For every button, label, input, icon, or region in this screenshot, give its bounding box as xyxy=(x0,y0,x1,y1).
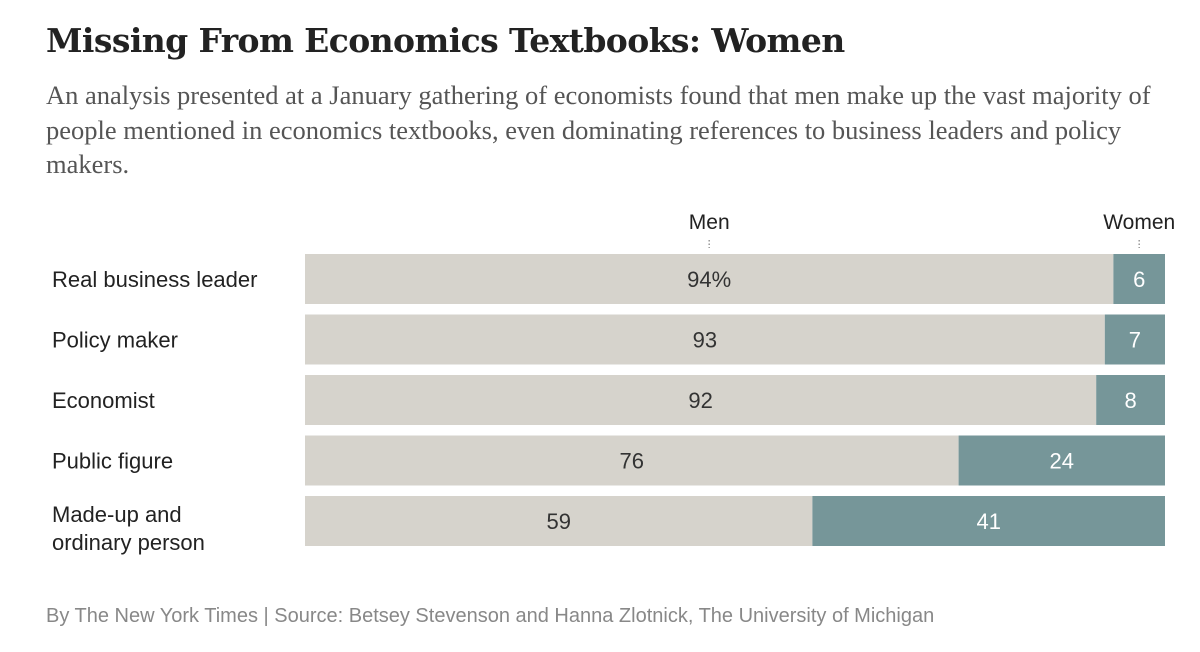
men-bar xyxy=(305,375,1097,425)
women-bar xyxy=(812,496,1165,546)
chart-row: Economist 92 8 xyxy=(52,375,1165,425)
women-bar xyxy=(958,435,1165,486)
category-label: Made-up and xyxy=(52,502,182,527)
chart-row: Public figure 76 24 xyxy=(52,435,1165,486)
men-bar xyxy=(305,314,1105,365)
women-value-label: 8 xyxy=(1124,388,1136,413)
category-label: Real business leader xyxy=(52,267,257,292)
series-headers: Men Women xyxy=(689,211,1175,248)
men-value-label: 93 xyxy=(693,328,717,353)
men-value-label: 59 xyxy=(546,509,570,534)
source-credit: By The New York Times | Source: Betsey S… xyxy=(46,605,935,627)
women-value-label: 24 xyxy=(1050,449,1074,474)
chart-row: Policy maker 93 7 xyxy=(52,314,1165,365)
women-value-label: 41 xyxy=(976,509,1000,534)
chart-title: Missing From Economics Textbooks: Women xyxy=(46,21,845,60)
men-bar xyxy=(305,254,1114,304)
women-value-label: 6 xyxy=(1133,267,1145,292)
men-value-label: 92 xyxy=(688,388,712,413)
header-men-label: Men xyxy=(689,211,730,234)
category-label: Public figure xyxy=(52,449,173,474)
women-bar xyxy=(1096,375,1165,425)
category-label: Economist xyxy=(52,388,155,413)
women-bar xyxy=(1104,314,1165,365)
chart-row: Made-up and ordinary person 59 41 xyxy=(52,496,1165,555)
women-value-label: 7 xyxy=(1129,328,1141,353)
header-women-label: Women xyxy=(1103,211,1175,234)
women-bar xyxy=(1113,254,1165,304)
men-value-label: 76 xyxy=(620,449,644,474)
chart-row: Real business leader 94% 6 xyxy=(52,254,1165,304)
chart-subtitle: An analysis presented at a January gathe… xyxy=(46,80,1151,179)
category-label: Policy maker xyxy=(52,328,178,353)
men-bar xyxy=(305,435,959,486)
men-bar xyxy=(305,496,813,546)
chart-rows: Real business leader 94% 6 Policy maker 93 7 E… xyxy=(52,254,1165,555)
category-label: ordinary person xyxy=(52,530,205,555)
men-value-label: 94% xyxy=(687,267,731,292)
